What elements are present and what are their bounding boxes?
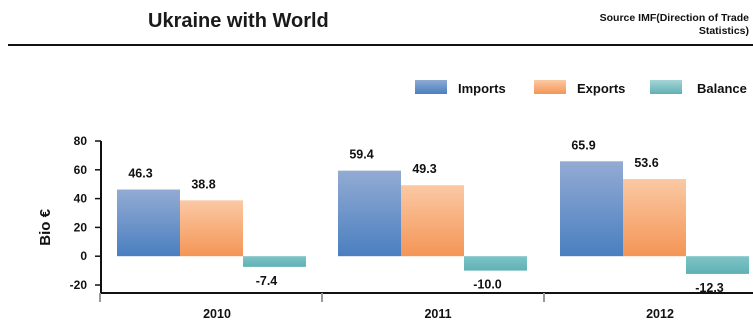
- data-label-balance-2010: -7.4: [256, 274, 278, 288]
- bar-balance-2011: [464, 256, 527, 271]
- legend-swatch-balance: [650, 80, 682, 94]
- data-label-imports-2010: 46.3: [128, 167, 152, 181]
- source-note: Source IMF(Direction of Trade Statistics…: [549, 12, 749, 38]
- data-label-exports-2012: 53.6: [634, 156, 658, 170]
- legend-swatch-exports: [534, 80, 566, 94]
- bar-imports-2012: [560, 161, 623, 257]
- bar-exports-2010: [180, 200, 243, 257]
- y-axis-title: Bio €: [37, 208, 54, 245]
- source-line-2: Statistics): [698, 25, 749, 37]
- y-tick-label: 60: [74, 163, 88, 177]
- y-tick-label: 40: [74, 192, 88, 206]
- data-label-exports-2011: 49.3: [412, 162, 436, 176]
- bar-imports-2010: [117, 189, 180, 257]
- data-label-balance-2011: -10.0: [473, 278, 502, 292]
- data-label-imports-2011: 59.4: [349, 148, 373, 162]
- legend-label-balance: Balance: [697, 81, 747, 96]
- header-divider: [8, 44, 753, 46]
- x-tick-label-2011: 2011: [424, 307, 451, 321]
- bar-exports-2011: [401, 185, 464, 257]
- y-tick-label: -20: [70, 278, 88, 292]
- legend-label-exports: Exports: [577, 81, 626, 96]
- bar-imports-2011: [338, 170, 401, 257]
- y-tick-label: 80: [74, 134, 88, 148]
- bar-balance-2010: [243, 256, 306, 267]
- data-label-exports-2010: 38.8: [191, 177, 215, 191]
- source-line-1: Source IMF(Direction of Trade: [599, 12, 749, 24]
- data-label-balance-2012: -12.3: [695, 281, 724, 295]
- chart-title: Ukraine with World: [148, 10, 329, 32]
- data-label-imports-2012: 65.9: [571, 138, 595, 152]
- bar-exports-2012: [623, 179, 686, 257]
- x-tick-label-2012: 2012: [646, 307, 674, 321]
- y-tick-label: 20: [74, 220, 88, 234]
- legend-label-imports: Imports: [458, 81, 506, 96]
- x-tick-label-2010: 2010: [203, 307, 231, 321]
- bar-balance-2012: [686, 256, 749, 274]
- legend: Imports Exports Balance: [0, 78, 753, 98]
- legend-swatch-imports: [415, 80, 447, 94]
- y-tick-label: 0: [80, 249, 87, 263]
